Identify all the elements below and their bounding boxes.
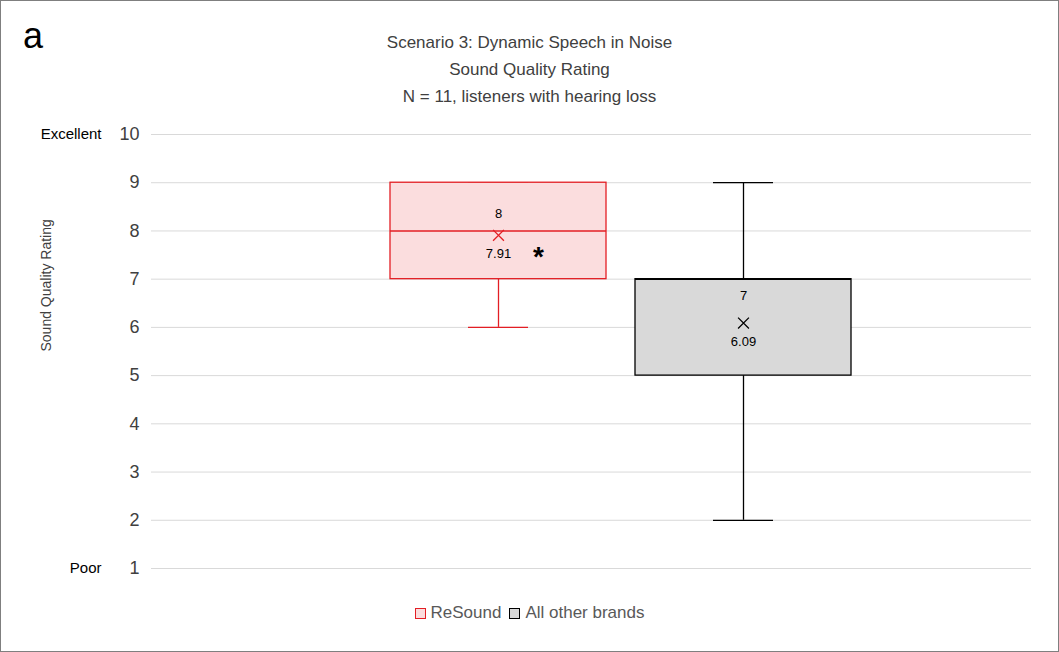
svg-text:6: 6 — [129, 317, 139, 337]
html-text:N = 11, listeners with hearing: N = 11, listeners with hearing loss — [402, 87, 657, 106]
svg-text:9: 9 — [129, 172, 139, 192]
html-text:Scenario 3: Dynamic Speech in: Scenario 3: Dynamic Speech in Noise — [386, 33, 673, 52]
html-text:ReSound: ReSound — [430, 603, 502, 622]
svg-text:1: 1 — [129, 558, 139, 578]
svg-text:*: * — [533, 241, 544, 272]
svg-text:8: 8 — [129, 221, 139, 241]
svg-text:6.09: 6.09 — [731, 334, 756, 349]
html-text:Sound Quality Rating: Sound Quality Rating — [449, 60, 610, 79]
html-text:a: a — [23, 15, 43, 56]
html-text:All other brands: All other brands — [525, 603, 645, 622]
svg-text:Sound Quality Rating: Sound Quality Rating — [38, 219, 54, 351]
svg-text:2: 2 — [129, 510, 139, 530]
svg-text:3: 3 — [129, 462, 139, 482]
svg-text:7: 7 — [129, 269, 139, 289]
svg-text:5: 5 — [129, 365, 139, 385]
svg-text:8: 8 — [495, 206, 502, 221]
svg-text:10: 10 — [119, 124, 139, 144]
svg-text:4: 4 — [129, 414, 139, 434]
svg-text:Poor: Poor — [70, 559, 102, 576]
svg-text:Excellent: Excellent — [41, 125, 103, 142]
svg-text:7.91: 7.91 — [486, 246, 511, 261]
svg-text:7: 7 — [740, 288, 747, 303]
